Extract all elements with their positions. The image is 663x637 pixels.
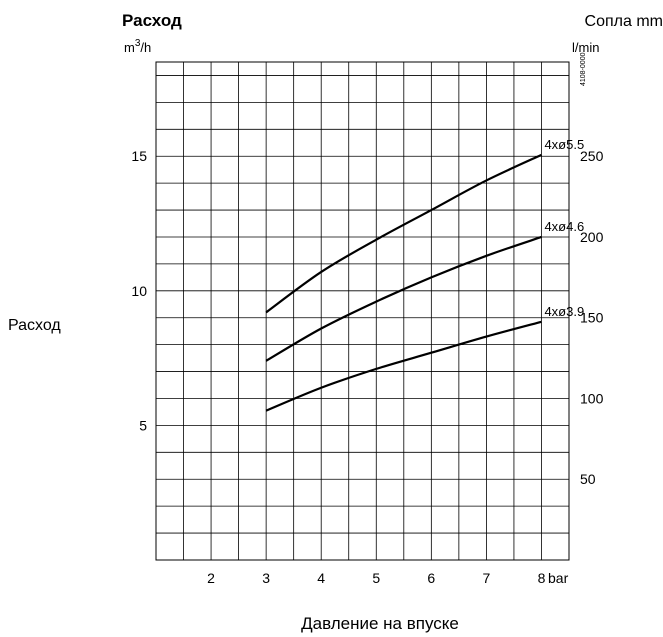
left-unit-sup: 3 <box>135 38 141 49</box>
series-group: 4xø5.5 4xø4.6 4xø3.9 <box>265 137 584 412</box>
left-y-tick-label: 10 <box>131 283 147 299</box>
side-label: Расход <box>8 317 61 334</box>
x-tick-label: 7 <box>483 570 491 586</box>
grid <box>156 62 569 560</box>
left-y-tick-label: 5 <box>139 417 147 433</box>
right-unit-label: l/min <box>572 40 599 55</box>
plot-frame <box>155 61 570 561</box>
left-y-tick-label: 15 <box>131 148 147 164</box>
series-label: 4xø4.6 <box>544 219 584 234</box>
right-y-tick-label: 100 <box>580 390 604 406</box>
right-y-tick-label: 250 <box>580 148 604 164</box>
series-line <box>265 235 542 362</box>
x-tick-label: 5 <box>372 570 380 586</box>
series-label: 4xø3.9 <box>544 304 584 319</box>
x-tick-label: 4 <box>317 570 325 586</box>
left-unit-rest: /h <box>140 40 151 55</box>
right-y-tick-labels: 50 100 150 200 250 <box>580 148 604 487</box>
left-y-tick-labels: 5 10 15 <box>131 148 147 433</box>
x-tick-label: 8 <box>538 570 546 586</box>
x-tick-label: 3 <box>262 570 270 586</box>
x-tick-label: 6 <box>427 570 435 586</box>
nozzle-title: Сопла mm <box>585 13 663 30</box>
series-line <box>265 153 542 314</box>
left-unit-base: m <box>124 40 135 55</box>
right-y-tick-label: 200 <box>580 229 604 245</box>
right-y-tick-label: 50 <box>580 471 596 487</box>
x-tick-label: 2 <box>207 570 215 586</box>
x-unit-label: bar <box>548 570 569 586</box>
left-unit-label: m3/h <box>124 38 151 55</box>
series-line <box>265 320 542 412</box>
series-label: 4xø5.5 <box>544 137 584 152</box>
right-y-tick-label: 150 <box>580 310 604 326</box>
x-axis-label: Давление на впуске <box>301 614 459 633</box>
chart-title: Расход <box>122 11 182 30</box>
x-tick-labels: 2 3 4 5 6 7 8 <box>207 570 545 586</box>
figure-code: 4108-0000 <box>580 52 587 86</box>
